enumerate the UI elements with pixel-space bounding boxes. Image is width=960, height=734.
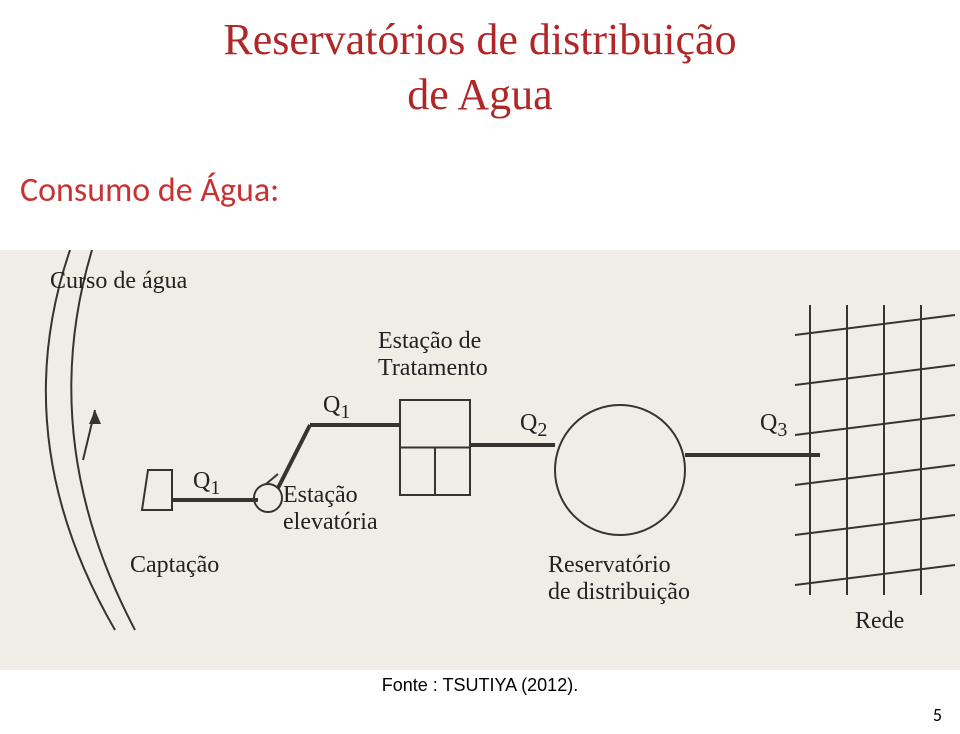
label-estacao-tratamento: Estação de Tratamento xyxy=(378,328,488,382)
section-subtitle: Consumo de Água: xyxy=(20,170,279,211)
label-estacao-elevatoria: Estação elevatória xyxy=(283,482,378,536)
label-rede: Rede xyxy=(855,608,904,635)
title-line2: de Agua xyxy=(407,70,552,119)
title-line1: Reservatórios de distribuição xyxy=(223,15,736,64)
label-captacao: Captação xyxy=(130,552,219,579)
water-supply-diagram: Curso de água Captação Q1 Estação elevat… xyxy=(0,250,960,670)
page-title: Reservatórios de distribuição de Agua xyxy=(0,12,960,122)
label-q1-a: Q1 xyxy=(193,468,220,500)
label-q2: Q2 xyxy=(520,410,547,442)
label-q3: Q3 xyxy=(760,410,787,442)
label-q1-b: Q1 xyxy=(323,392,350,424)
source-footnote: Fonte : TSUTIYA (2012). xyxy=(0,675,960,696)
label-curso-de-agua: Curso de água xyxy=(50,268,187,295)
page-number: 5 xyxy=(933,704,942,726)
label-reservatorio: Reservatório de distribuição xyxy=(548,552,690,606)
diagram-svg xyxy=(0,250,960,670)
